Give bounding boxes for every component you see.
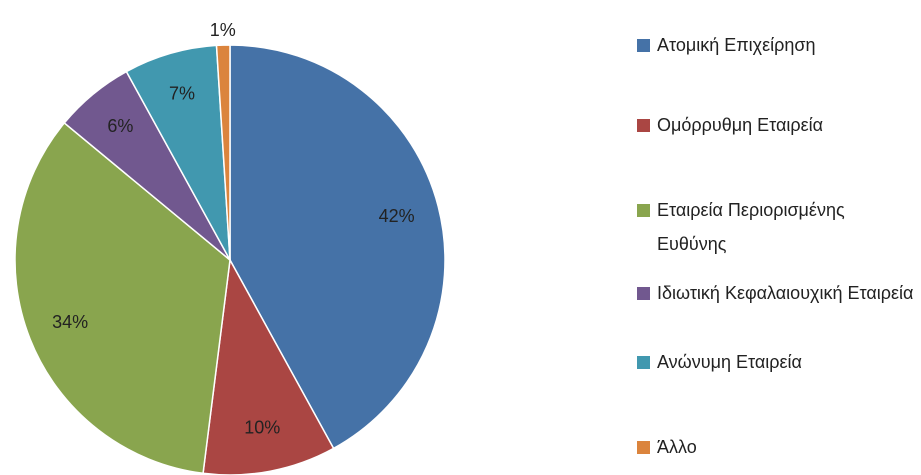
legend-swatch (637, 204, 650, 217)
legend-item: Ατομική Επιχείρηση (637, 28, 917, 62)
data-label: 1% (210, 20, 236, 40)
legend-swatch (637, 39, 650, 52)
legend-swatch (637, 287, 650, 300)
pie-slice (215, 44, 231, 261)
legend-item: Ιδιωτική Κεφαλαιουχική Εταιρεία (637, 276, 917, 310)
legend-label: Ανώνυμη Εταιρεία (657, 352, 802, 372)
legend-swatch (637, 356, 650, 369)
pie-slice (14, 121, 231, 475)
legend-item: Εταιρεία Περιορισμένης Ευθύνης (637, 193, 917, 261)
data-label: 42% (379, 206, 415, 226)
legend-item: Ομόρρυθμη Εταιρεία (637, 108, 917, 142)
legend-item: Άλλο (637, 430, 917, 464)
data-label: 10% (244, 418, 280, 438)
legend-label: Ομόρρυθμη Εταιρεία (657, 115, 824, 135)
legend-swatch (637, 119, 650, 132)
pie-slice (202, 257, 335, 475)
legend-label: Εταιρεία Περιορισμένης Ευθύνης (657, 200, 845, 254)
legend-label: Άλλο (657, 437, 697, 457)
legend-swatch (637, 441, 650, 454)
data-label: 6% (107, 116, 133, 136)
pie-slice (229, 44, 446, 450)
legend-label: Ιδιωτική Κεφαλαιουχική Εταιρεία (657, 283, 914, 303)
data-label: 34% (52, 312, 88, 332)
legend-item: Ανώνυμη Εταιρεία (637, 345, 917, 379)
legend-label: Ατομική Επιχείρηση (657, 35, 816, 55)
data-label: 7% (169, 84, 195, 104)
